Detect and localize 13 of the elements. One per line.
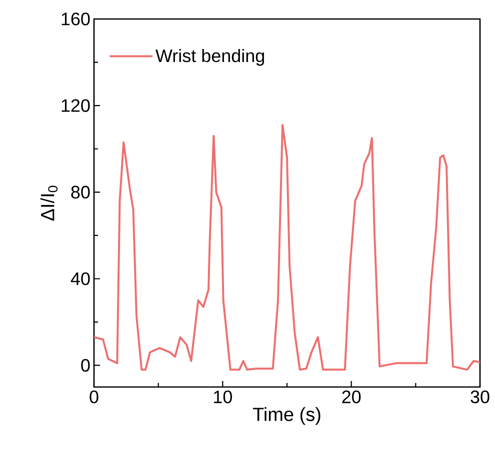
y-tick-label: 80 (71, 186, 90, 199)
x-tick-label: 10 (214, 390, 232, 404)
line-series (94, 124, 480, 371)
y-tick-label: 0 (81, 358, 90, 372)
x-tick-label: 0 (90, 390, 98, 404)
y-tick-label: 40 (70, 272, 90, 286)
x-tick-label: 20 (342, 390, 361, 404)
y-tick-label: 160 (62, 12, 90, 26)
y-axis-title: ΔI/I$_{0}$ (40, 186, 58, 221)
x-tick-label: 30 (470, 390, 490, 404)
x-axis-title: Time (s) (252, 407, 320, 425)
y-tick-label: 120 (62, 99, 90, 112)
legend-label: Wrist bending (156, 48, 264, 66)
